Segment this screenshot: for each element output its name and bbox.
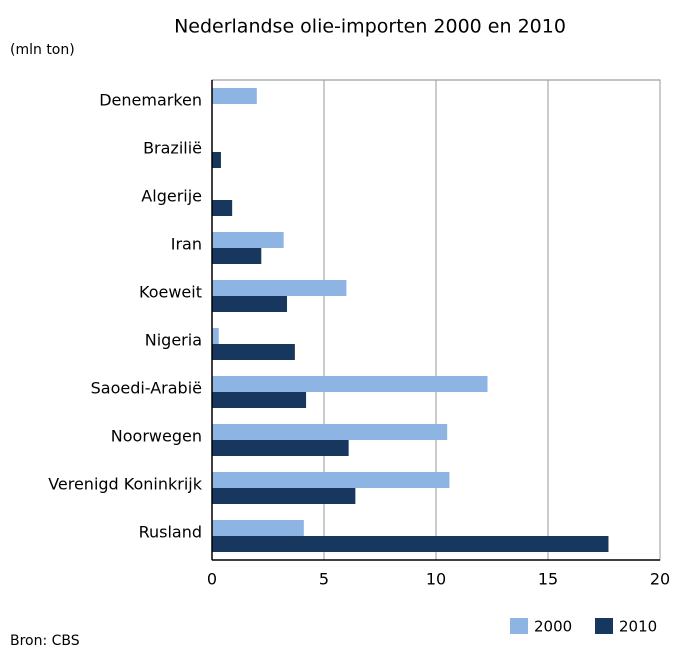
- bar: [212, 152, 221, 168]
- x-tick-label: 15: [538, 570, 558, 589]
- y-tick-label: Brazilië: [143, 139, 202, 158]
- bar: [212, 520, 304, 536]
- bar: [212, 392, 307, 408]
- bar: [212, 296, 288, 312]
- bar: [212, 328, 219, 344]
- legend-swatch: [510, 618, 528, 634]
- bar: [212, 376, 488, 392]
- chart-title: Nederlandse olie-importen 2000 en 2010: [174, 16, 566, 38]
- x-tick-label: 5: [319, 570, 329, 589]
- bar: [212, 440, 349, 456]
- y-tick-label: Algerije: [141, 187, 202, 206]
- x-tick-label: 0: [207, 570, 217, 589]
- bar: [212, 280, 347, 296]
- bar: [212, 424, 448, 440]
- bar: [212, 248, 262, 264]
- x-tick-label: 20: [650, 570, 670, 589]
- y-tick-label: Denemarken: [99, 91, 202, 110]
- bar: [212, 232, 284, 248]
- legend-label: 2000: [534, 618, 572, 636]
- y-tick-label: Noorwegen: [111, 427, 202, 446]
- y-tick-label: Koeweit: [139, 283, 202, 302]
- y-tick-label: Saoedi-Arabië: [91, 379, 202, 398]
- y-tick-label: Iran: [171, 235, 202, 254]
- y-tick-label: Verenigd Koninkrijk: [48, 475, 203, 494]
- source: Bron: CBS: [10, 633, 80, 648]
- legend-label: 2010: [619, 618, 657, 636]
- x-tick-label: 10: [426, 570, 446, 589]
- bar: [212, 344, 295, 360]
- y-tick-label: Rusland: [139, 523, 202, 542]
- legend-swatch: [595, 618, 613, 634]
- bar: [212, 200, 233, 216]
- bar: [212, 88, 257, 104]
- bar: [212, 488, 356, 504]
- y-tick-label: Nigeria: [145, 331, 202, 350]
- bar: [212, 536, 609, 552]
- axis-unit: (mln ton): [10, 42, 75, 58]
- bar: [212, 472, 450, 488]
